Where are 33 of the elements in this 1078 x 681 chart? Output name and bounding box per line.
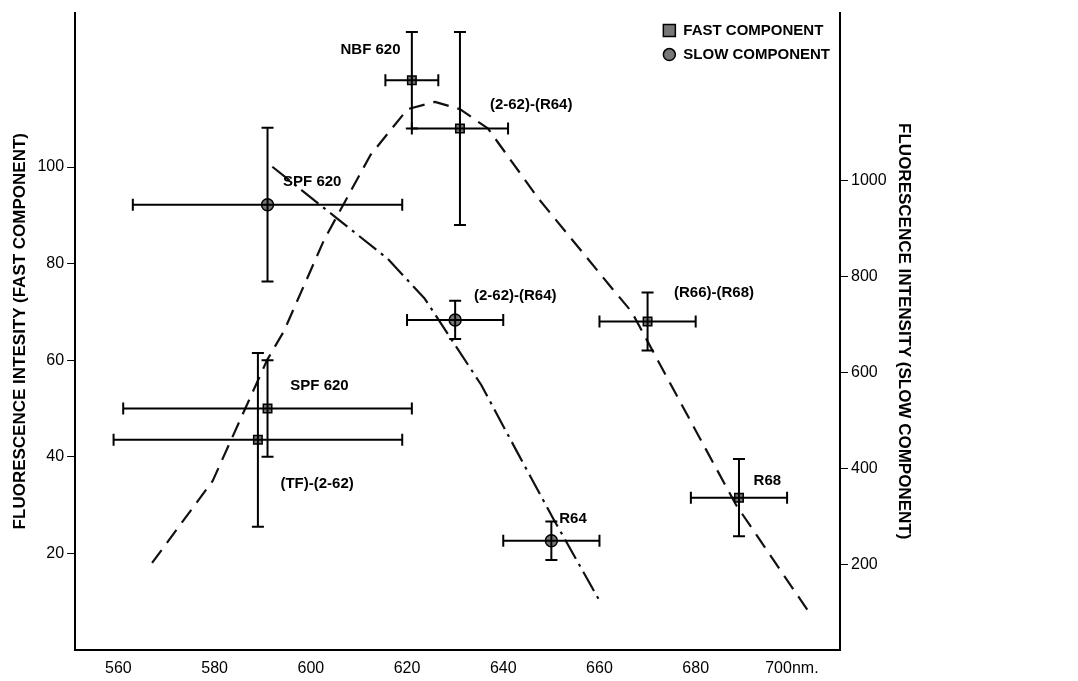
y-axis-title: FLUORESCENCE INTESITY (FAST COMPONENT): [9, 133, 29, 530]
annotation: NBF 620: [340, 40, 401, 58]
line-series: [150, 100, 810, 613]
annotation: R68: [753, 470, 782, 488]
y2-tick-label: 1000: [851, 171, 887, 189]
y2-tick-label: 600: [851, 363, 878, 381]
x-tick-label: 660: [586, 658, 613, 676]
y2-tick-label: 400: [851, 459, 878, 477]
x-tick-label: 680: [682, 658, 710, 676]
legend-label: SLOW COMPONENT: [683, 44, 831, 62]
annotation: SPF 620: [283, 172, 342, 190]
x-tick-label: 620: [393, 658, 421, 676]
y2-axis-title: FLUORESCENCE INTENSITY (SLOW COMPONENT): [895, 123, 915, 540]
annotation: (2-62)-(R64): [474, 286, 557, 304]
x-tick-label: 580: [201, 658, 229, 676]
x-tick-label: 600: [297, 658, 325, 676]
y2-tick-label: 200: [851, 555, 878, 573]
legend-label: FAST COMPONENT: [683, 20, 824, 38]
y-tick-label: 40: [46, 447, 65, 465]
annotation: SPF 620: [290, 376, 349, 394]
y-tick-label: 80: [46, 254, 65, 272]
x-tick-label: 640: [489, 658, 517, 676]
y2-tick-label: 800: [851, 267, 878, 285]
annotation: R64: [559, 509, 588, 527]
line-series: [271, 165, 600, 600]
x-tick-label: 560: [105, 658, 132, 676]
annotation: (R66)-(R68): [673, 282, 754, 300]
annotation: (2-62)-(R64): [489, 94, 573, 112]
annotation: (TF)-(2-62): [280, 473, 354, 491]
y-tick-label: 60: [46, 350, 65, 368]
y-tick-label: 20: [46, 543, 65, 561]
y-tick-label: 100: [37, 157, 65, 175]
x-tick-label: 700nm.: [765, 658, 819, 676]
